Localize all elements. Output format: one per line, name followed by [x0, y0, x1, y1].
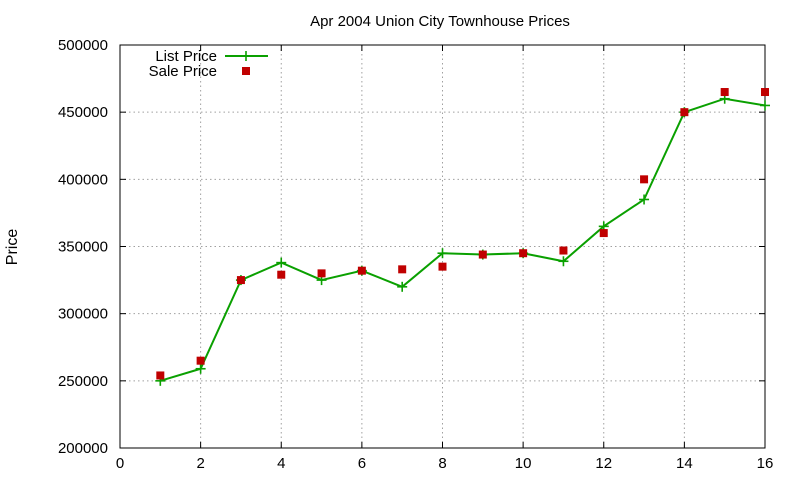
legend-symbol: [225, 51, 268, 61]
sale-price-point: [559, 246, 568, 255]
list-price-point: [760, 100, 770, 111]
x-tick-label: 6: [358, 455, 366, 472]
y-tick-label: 350000: [58, 239, 108, 256]
legend-symbol: [242, 67, 250, 75]
sale-price-point: [761, 88, 769, 97]
sale-price-point: [317, 269, 326, 278]
legend-label: Sale Price: [149, 63, 217, 80]
x-tick-label: 4: [277, 455, 285, 472]
x-tick-label: 16: [757, 455, 774, 472]
y-tick-label: 500000: [58, 37, 108, 54]
sale-price-point: [519, 249, 528, 258]
list-price-point: [639, 194, 650, 205]
legend-label: List Price: [155, 48, 217, 65]
series-list-price: [155, 93, 770, 386]
legend-plus-marker: [241, 51, 251, 61]
x-tick-label: 8: [438, 455, 446, 472]
sale-price-point: [599, 229, 608, 238]
list-price-line: [160, 97, 766, 382]
sale-price-point: [640, 175, 649, 184]
x-tick-label: 0: [116, 455, 124, 472]
x-tick-label: 12: [595, 455, 612, 472]
list-price-point: [437, 248, 448, 259]
sale-price-point: [156, 371, 165, 380]
sale-price-point: [438, 262, 447, 271]
axes: 0 2 4 6 8 10 12 14 16 200000 250000 300000 350000 400…: [58, 37, 773, 472]
sale-price-point: [196, 356, 205, 365]
list-price-point: [195, 363, 206, 374]
y-axis-label: Price: [4, 229, 21, 266]
y-tick-label: 250000: [58, 373, 108, 390]
list-price-point: [276, 257, 287, 268]
grid-lines: [120, 45, 765, 448]
series-sale-price: [156, 88, 769, 380]
sale-price-point: [236, 276, 245, 285]
x-tick-label: 2: [196, 455, 204, 472]
sale-price-point: [680, 108, 689, 117]
sale-price-point: [398, 265, 407, 274]
y-tick-label: 400000: [58, 171, 108, 188]
x-tick-label: 14: [676, 455, 693, 472]
y-tick-label: 300000: [58, 306, 108, 323]
sale-price-point: [277, 270, 286, 279]
sale-price-point: [478, 250, 487, 259]
legend-square-marker: [242, 67, 250, 75]
sale-price-point: [357, 266, 366, 275]
data-series: [155, 88, 770, 386]
x-tick-label: 10: [515, 455, 532, 472]
y-tick-label: 450000: [58, 104, 108, 121]
y-tick-label: 200000: [58, 440, 108, 457]
chart-title: Apr 2004 Union City Townhouse Prices: [310, 13, 570, 30]
sale-price-point: [720, 88, 729, 97]
list-price-point: [397, 281, 408, 292]
list-price-point: [558, 256, 569, 267]
